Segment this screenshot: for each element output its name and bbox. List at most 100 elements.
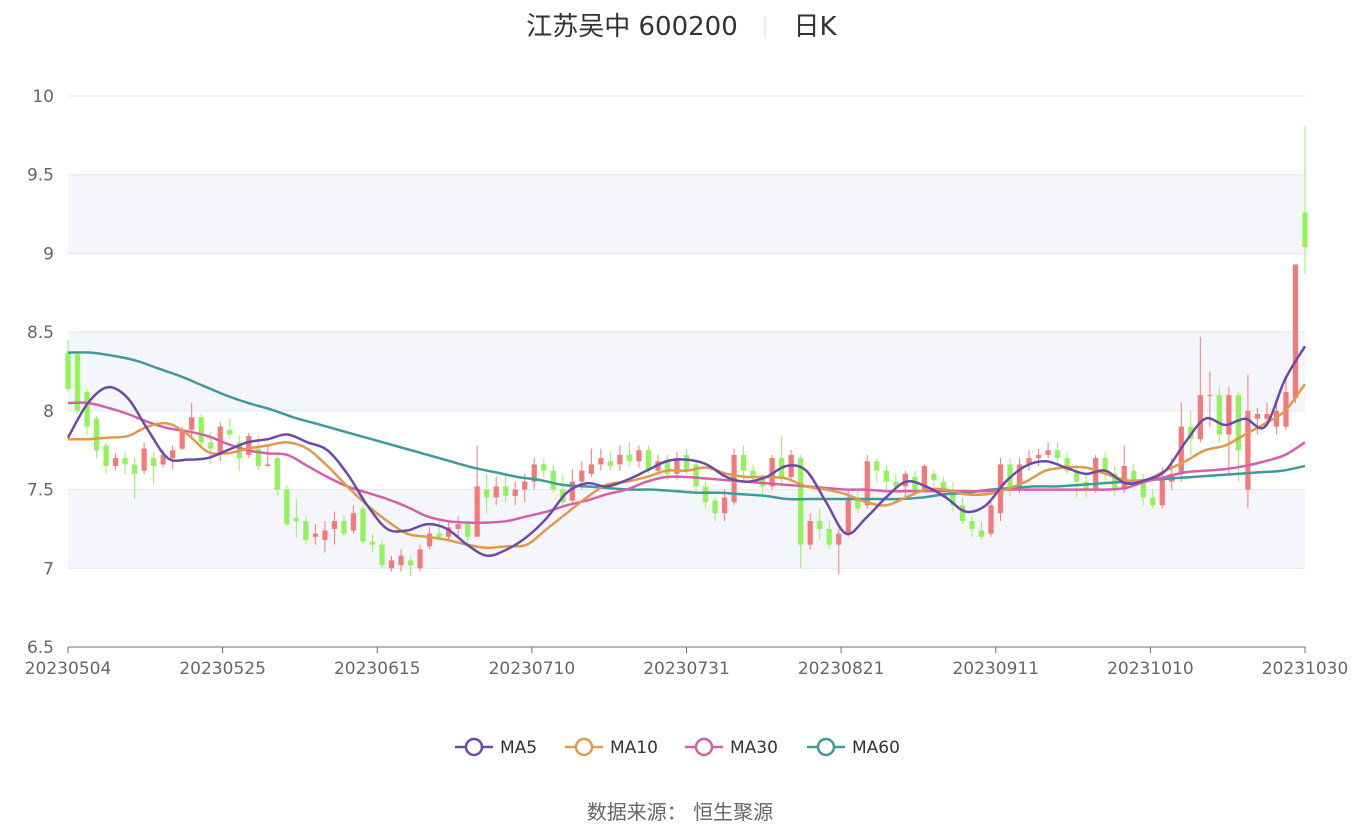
candle-body [1197,395,1203,440]
candle [798,454,804,569]
candle-body [84,391,90,427]
legend-label: MA5 [500,738,537,758]
legend-item-ma5[interactable]: MA5 [455,737,537,758]
candle-body [864,461,870,506]
x-tick-label: 20230615 [334,659,421,679]
y-tick-label: 7.5 [27,481,54,501]
candle-body [1264,414,1270,419]
candle-body [1292,264,1299,399]
candle-body [360,508,366,542]
candle-body [988,505,994,534]
candle [331,511,338,545]
candle [112,453,119,471]
candle-body [940,481,947,490]
candle [170,445,176,470]
candle-body [151,458,157,466]
candle [1226,387,1232,474]
grid-band [68,332,1305,411]
candle-body [959,505,966,522]
candle-body [436,533,442,537]
candle-body [503,486,509,496]
legend-item-ma10[interactable]: MA10 [565,737,658,758]
candle-body [74,354,81,411]
candle-body [1254,414,1261,419]
candle-body [579,470,585,482]
legend-marker-icon [464,737,484,757]
candle [883,464,889,490]
candle [1273,402,1280,435]
candle [284,484,290,526]
y-tick-label: 8.5 [27,323,54,343]
candle [750,464,756,482]
candle-body [341,521,347,534]
candle [341,514,347,537]
y-tick-label: 9.5 [27,166,54,186]
candle [465,521,471,545]
legend-item-ma60[interactable]: MA60 [807,737,900,758]
candle [417,544,423,572]
y-tick-label: 8 [43,402,54,422]
ma5-line [66,345,1307,558]
legend-label: MA30 [730,738,778,758]
candle [541,458,547,477]
candle [227,418,233,440]
candle-body [541,464,547,471]
x-tick-label: 20231010 [1107,659,1194,679]
candle-body [569,481,575,501]
candle [369,533,376,553]
y-tick-label: 10 [32,87,54,107]
candle [407,555,414,577]
candle-body [674,458,680,474]
candle-body [1302,212,1308,248]
candle-body [645,450,652,471]
legend[interactable]: MA5 MA10 MA30 MA60 [455,737,900,758]
candle-body [455,524,461,529]
candle-body [112,458,119,466]
candle-body [1035,454,1042,459]
candle-body [721,497,728,514]
ma-lines [66,345,1307,558]
grid-band [68,489,1305,569]
candle [550,464,556,493]
candle [360,505,366,545]
candle-body [65,352,71,389]
candle-body [1131,470,1137,482]
ma60-line [67,351,1306,501]
candle [607,451,613,471]
candle [141,442,147,474]
candle [836,528,842,575]
candle [978,521,985,540]
candle [312,524,319,545]
y-axis: 10 9.5 9 8.5 8 7.5 7 6.5 [27,87,54,658]
legend-item-ma30[interactable]: MA30 [685,737,778,758]
candle [1216,387,1222,443]
candle [1045,442,1051,459]
candle-body [93,418,100,451]
candle-body [607,461,613,466]
y-tick-label: 7 [43,559,54,579]
x-tick-label: 20230911 [952,659,1039,679]
candle-body [1026,458,1032,465]
candle-body [826,528,832,545]
ma30-line [67,401,1306,525]
title-text: 江苏吴中 600200 [526,12,738,42]
candle [379,539,385,569]
candle [65,340,71,392]
candle [436,521,442,540]
candle [151,451,157,485]
candle-body [740,454,747,471]
candle-body [274,458,280,490]
candle [807,513,813,550]
candle-body [750,470,756,477]
candle [131,458,138,500]
candle-body [969,521,975,529]
candle-body [331,521,338,529]
candle-body [426,533,433,547]
candle [598,448,604,471]
candle-body [407,560,414,566]
candle [712,497,718,522]
candle [969,516,975,537]
candle-body [1235,395,1242,451]
candle-body [293,517,299,522]
